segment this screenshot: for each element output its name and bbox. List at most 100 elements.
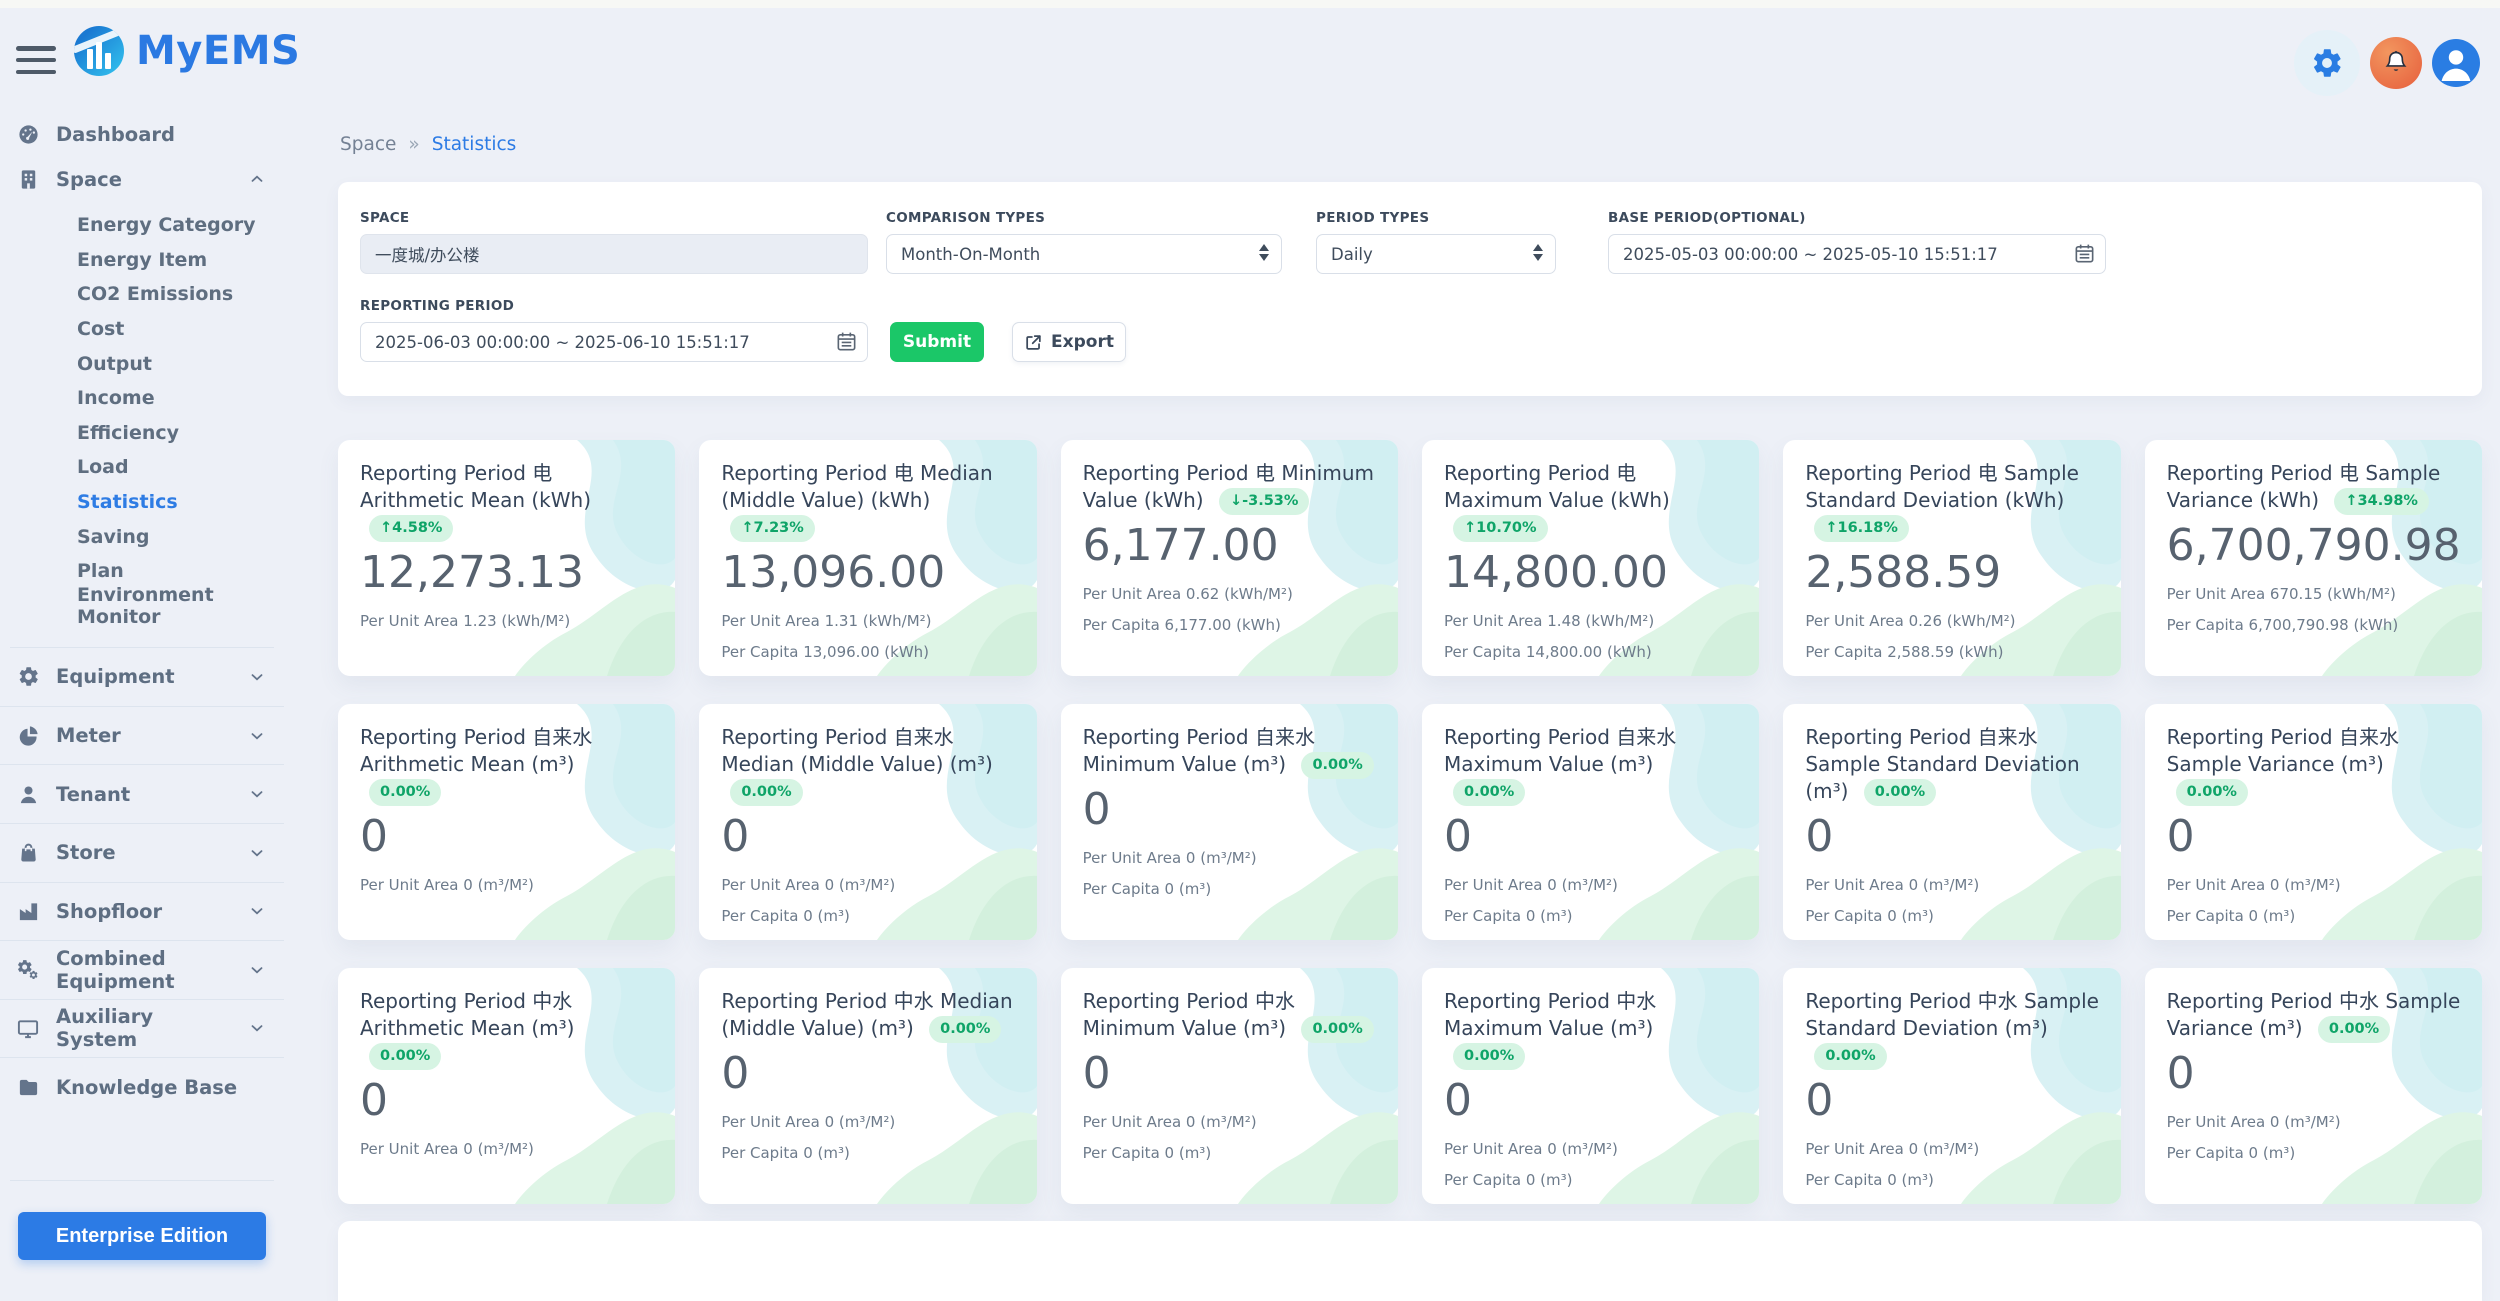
card-title: Reporting Period 自来水 Maximum Value (m³) …: [1444, 724, 1739, 806]
comparison-types-label: COMPARISON TYPES: [886, 210, 1046, 226]
trend-badge: 0.00%: [730, 779, 803, 806]
submit-button[interactable]: Submit: [890, 322, 984, 362]
card-subline: Per Capita 0 (m³): [1444, 906, 1573, 925]
sidebar-item-auxiliary-system[interactable]: Auxiliary System: [0, 1000, 284, 1059]
card-value: 0: [1082, 783, 1111, 835]
trend-badge: 0.00%: [1453, 779, 1526, 806]
card-title: Reporting Period 中水 Maximum Value (m³) 0…: [1444, 988, 1739, 1070]
sidebar-subitem-co2-emissions[interactable]: CO2 Emissions: [77, 283, 234, 306]
space-input[interactable]: [360, 234, 868, 274]
sidebar-item-equipment[interactable]: Equipment: [0, 648, 284, 707]
enterprise-edition-button[interactable]: Enterprise Edition: [18, 1212, 266, 1260]
sidebar-subitem-energy-item[interactable]: Energy Item: [77, 248, 208, 271]
sidebar-subitem-environment-monitor[interactable]: Environment Monitor: [77, 583, 214, 628]
card-subline: Per Unit Area 0 (m³/M²): [1444, 875, 1618, 894]
gear-icon: [2310, 46, 2344, 80]
card-decoration: [2322, 968, 2482, 1204]
card-decoration: [1960, 440, 2121, 676]
monitor-icon: [16, 1016, 40, 1040]
building-icon: [16, 167, 40, 191]
sidebar-item-knowledge-base[interactable]: Knowledge Base: [0, 1058, 284, 1117]
stat-cards-grid: Reporting Period 电 Arithmetic Mean (kWh)…: [338, 440, 2482, 1204]
gear-icon: [16, 665, 40, 689]
sidebar-subitem-cost[interactable]: Cost: [77, 318, 125, 341]
trend-badge: 0.00%: [929, 1016, 1002, 1043]
card-decoration: [1238, 440, 1398, 676]
sidebar-subitem-output[interactable]: Output: [77, 352, 152, 375]
card-subline: Per Unit Area 0 (m³/M²): [360, 1139, 534, 1158]
hamburger-menu-icon[interactable]: [16, 46, 56, 74]
card-title: Reporting Period 电 Minimum Value (kWh) ↓…: [1083, 460, 1378, 515]
chevron-down-icon: [248, 785, 266, 803]
export-button[interactable]: Export: [1012, 322, 1126, 362]
bag-icon: [16, 841, 40, 865]
stat-card-11: Reporting Period 自来水 Sample Standard Dev…: [1783, 704, 2121, 940]
card-decoration: [515, 968, 676, 1204]
card-subline: Per Unit Area 1.23 (kWh/M²): [360, 611, 571, 630]
stat-card-9: Reporting Period 自来水 Minimum Value (m³) …: [1060, 704, 1398, 940]
sidebar-item-space[interactable]: Space: [0, 156, 284, 202]
space-submenu: Energy Category Energy Item CO2 Emission…: [0, 202, 284, 633]
card-subline: Per Unit Area 0.26 (kWh/M²): [1805, 611, 2016, 630]
settings-button[interactable]: [2294, 30, 2360, 96]
card-decoration: [1599, 440, 1760, 676]
card-value: 0: [360, 810, 388, 862]
myems-logo-icon: [74, 26, 124, 76]
export-icon: [1024, 333, 1043, 352]
sidebar-subitem-income[interactable]: Income: [77, 387, 155, 410]
trend-badge: ↓-3.53%: [1218, 488, 1310, 515]
notifications-button[interactable]: [2370, 37, 2422, 89]
sidebar-item-combined-equipment[interactable]: Combined Equipment: [0, 941, 284, 1000]
trend-badge: 0.00%: [2175, 779, 2248, 806]
card-title: Reporting Period 中水 Arithmetic Mean (m³)…: [360, 988, 655, 1070]
card-subline: Per Capita 0 (m³): [1805, 906, 1934, 925]
period-types-select[interactable]: [1316, 234, 1556, 274]
card-title: Reporting Period 中水 Sample Variance (m³)…: [2167, 988, 2462, 1043]
breadcrumb-space[interactable]: Space: [340, 134, 397, 155]
chevron-down-icon: [248, 961, 266, 979]
gauge-icon: [16, 122, 40, 146]
card-title: Reporting Period 中水 Minimum Value (m³) 0…: [1083, 988, 1378, 1043]
brand[interactable]: MyEMS: [74, 26, 300, 76]
card-subline: Per Capita 0 (m³): [1805, 1170, 1934, 1189]
trend-badge: ↑7.23%: [730, 515, 815, 542]
trend-badge: 0.00%: [369, 1043, 442, 1070]
sidebar-subitem-energy-category[interactable]: Energy Category: [77, 214, 256, 237]
card-decoration: [876, 704, 1037, 940]
comparison-types-select[interactable]: [886, 234, 1282, 274]
sidebar-item-tenant[interactable]: Tenant: [0, 765, 284, 824]
card-subline: Per Capita 0 (m³): [1082, 1143, 1212, 1162]
sidebar-item-shopfloor[interactable]: Shopfloor: [0, 883, 284, 942]
reporting-period-label: REPORTING PERIOD: [360, 298, 515, 314]
card-decoration: [2322, 704, 2482, 940]
card-decoration: [1599, 704, 1760, 940]
stat-card-8: Reporting Period 自来水 Median (Middle Valu…: [699, 704, 1037, 940]
sidebar-subitem-statistics[interactable]: Statistics: [77, 491, 178, 514]
sidebar-subitem-plan[interactable]: Plan: [77, 560, 124, 583]
base-period-input[interactable]: [1608, 234, 2106, 274]
sidebar-item-dashboard[interactable]: Dashboard: [0, 112, 284, 156]
user-avatar[interactable]: [2432, 39, 2480, 87]
card-subline: Per Unit Area 0 (m³/M²): [360, 875, 534, 894]
card-value: 0: [1444, 810, 1472, 862]
sidebar-subitem-load[interactable]: Load: [77, 456, 129, 479]
breadcrumb-statistics[interactable]: Statistics: [431, 134, 517, 155]
divider: [10, 647, 274, 649]
sidebar-item-store[interactable]: Store: [0, 824, 284, 883]
card-subline: Per Capita 0 (m³): [721, 1143, 850, 1162]
trend-badge: 0.00%: [1301, 1016, 1374, 1043]
breadcrumb-separator: »: [408, 134, 420, 155]
sidebar-subitem-saving[interactable]: Saving: [77, 525, 150, 548]
space-label: SPACE: [360, 210, 410, 226]
stat-card-1: Reporting Period 电 Arithmetic Mean (kWh)…: [338, 440, 676, 676]
card-title: Reporting Period 电 Maximum Value (kWh) ↑…: [1444, 460, 1739, 542]
stat-card-18: Reporting Period 中水 Sample Variance (m³)…: [2144, 968, 2482, 1204]
trend-badge: ↑16.18%: [1814, 515, 1909, 542]
card-value: 0: [721, 810, 750, 862]
card-subline: Per Unit Area 1.31 (kWh/M²): [721, 611, 932, 630]
card-title: Reporting Period 电 Sample Variance (kWh)…: [2167, 460, 2462, 515]
reporting-period-input[interactable]: [360, 322, 868, 362]
gears-icon: [16, 958, 40, 982]
sidebar-subitem-efficiency[interactable]: Efficiency: [77, 421, 180, 444]
sidebar-item-meter[interactable]: Meter: [0, 707, 284, 766]
